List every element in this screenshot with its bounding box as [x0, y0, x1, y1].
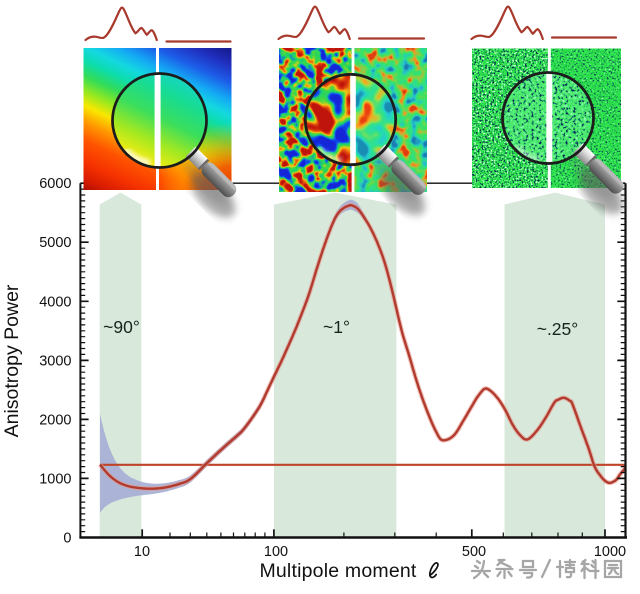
svg-text:4000: 4000 [39, 294, 71, 310]
svg-text:0: 0 [63, 531, 71, 547]
svg-text:1000: 1000 [39, 471, 71, 487]
svg-text:100: 100 [264, 544, 288, 560]
svg-text:~90°: ~90° [103, 317, 140, 337]
svg-text:1000: 1000 [594, 544, 626, 560]
svg-text:3000: 3000 [39, 353, 71, 369]
svg-text:~1°: ~1° [323, 317, 350, 337]
svg-text:Multipole moment: Multipole moment [259, 560, 416, 582]
svg-text:6000: 6000 [39, 176, 71, 192]
svg-text:2000: 2000 [39, 412, 71, 428]
svg-text:Anisotropy Power: Anisotropy Power [1, 284, 23, 437]
svg-text:500: 500 [462, 544, 486, 560]
svg-text:10: 10 [134, 544, 150, 560]
svg-text:~.25°: ~.25° [537, 319, 579, 339]
svg-text:5000: 5000 [39, 235, 71, 251]
